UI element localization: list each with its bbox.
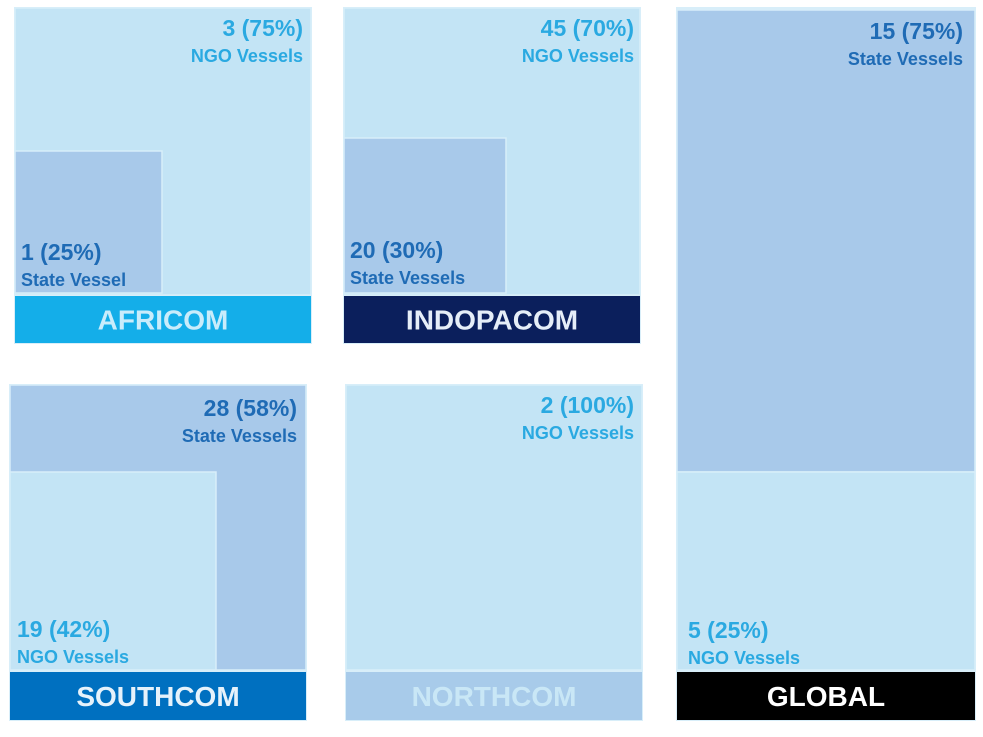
series-name: NGO Vessels <box>17 647 129 667</box>
value-label: 2 (100%) <box>541 392 634 418</box>
series-name: State Vessels <box>182 426 297 446</box>
title-bar <box>677 672 975 720</box>
title-bar <box>344 296 640 343</box>
value-label: 5 (25%) <box>688 617 769 643</box>
series-name: State Vessels <box>848 49 963 69</box>
series-name: NGO Vessels <box>522 423 634 443</box>
area-segment <box>345 384 643 671</box>
value-label: 1 (25%) <box>21 239 102 265</box>
area-segment <box>676 471 976 671</box>
title-bar <box>15 296 311 343</box>
series-name: NGO Vessels <box>191 46 303 66</box>
value-label: 45 (70%) <box>541 15 634 41</box>
value-label: 15 (75%) <box>870 18 963 44</box>
series-name: NGO Vessels <box>688 648 800 668</box>
series-name: State Vessel <box>21 270 126 290</box>
area-segment <box>343 137 507 294</box>
series-name: State Vessels <box>350 268 465 288</box>
panel-title: GLOBAL <box>767 681 885 712</box>
value-label: 28 (58%) <box>204 395 297 421</box>
title-bar <box>10 672 306 720</box>
area-segment <box>14 150 163 294</box>
panel-title: NORTHCOM <box>412 681 577 712</box>
title-bar <box>346 672 642 720</box>
value-label: 19 (42%) <box>17 616 110 642</box>
panel-title: AFRICOM <box>98 305 229 336</box>
series-name: NGO Vessels <box>522 46 634 66</box>
panel-title: SOUTHCOM <box>76 681 239 712</box>
panel-title: INDOPACOM <box>406 305 578 336</box>
value-label: 3 (75%) <box>222 15 303 41</box>
value-label: 20 (30%) <box>350 237 443 263</box>
area-segment <box>9 471 217 671</box>
area-segment <box>676 9 976 473</box>
